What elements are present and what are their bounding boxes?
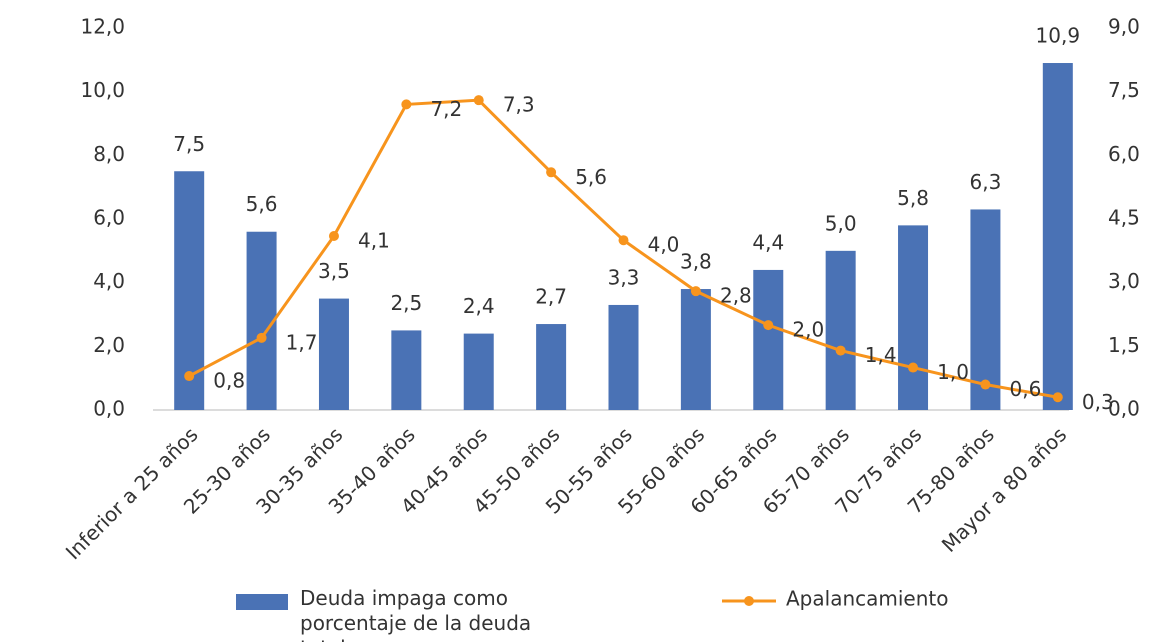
y-tick-label: 12,0 <box>80 15 125 39</box>
line-value-label: 1,4 <box>865 343 897 367</box>
y-tick-label: 0,0 <box>93 397 125 421</box>
legend-label: Apalancamiento <box>786 587 948 611</box>
line-point <box>1052 392 1063 403</box>
bar-value-label: 6,3 <box>970 170 1002 194</box>
line-value-label: 0,3 <box>1082 390 1114 414</box>
y2-tick-label: 7,5 <box>1108 78 1140 102</box>
line-value-label: 5,6 <box>575 165 607 189</box>
bar <box>1042 63 1073 411</box>
line-value-label: 1,7 <box>286 330 318 354</box>
line-point <box>328 230 339 241</box>
y2-tick-label: 0,0 <box>1108 397 1140 421</box>
y-tick-label: 10,0 <box>80 78 125 102</box>
line-value-label: 7,2 <box>430 97 462 121</box>
bar <box>753 269 784 410</box>
bar-value-label: 5,8 <box>897 186 929 210</box>
bar-value-label: 2,5 <box>390 291 422 315</box>
bar-value-label: 7,5 <box>173 132 205 156</box>
line-value-label: 0,8 <box>213 369 245 393</box>
bar <box>970 209 1001 410</box>
line-value-label: 1,0 <box>937 360 969 384</box>
bar <box>463 333 494 410</box>
bar <box>825 250 856 410</box>
line-point <box>908 362 919 373</box>
y2-tick-label: 1,5 <box>1108 333 1140 357</box>
line-point <box>980 379 991 390</box>
y-tick-label: 2,0 <box>93 333 125 357</box>
line-value-label: 7,3 <box>503 93 535 117</box>
y-tick-label: 4,0 <box>93 269 125 293</box>
bar <box>608 304 639 410</box>
legend-swatch <box>744 596 754 606</box>
bar <box>391 330 422 410</box>
y2-tick-label: 9,0 <box>1108 15 1140 39</box>
line-point <box>256 332 267 343</box>
bar <box>536 324 567 410</box>
line-value-label: 4,0 <box>648 233 680 257</box>
line-point <box>618 235 629 246</box>
line-value-label: 0,6 <box>1010 377 1042 401</box>
y2-tick-label: 4,5 <box>1108 206 1140 230</box>
line-value-label: 2,8 <box>720 284 752 308</box>
line-point <box>763 320 774 331</box>
bar-value-label: 4,4 <box>752 230 784 254</box>
x-tick-label: Mayor a 80 años <box>937 422 1071 556</box>
line-value-label: 4,1 <box>358 228 390 252</box>
bar <box>680 289 711 410</box>
bar-value-label: 2,4 <box>463 294 495 318</box>
line-point <box>690 286 701 297</box>
bar-value-label: 5,6 <box>246 192 278 216</box>
line-point <box>473 95 484 106</box>
legend-label: Deuda impaga como porcentaje de la deuda… <box>300 586 532 642</box>
line-value-label: 2,0 <box>792 318 824 342</box>
line-point <box>546 167 557 178</box>
y-tick-label: 8,0 <box>93 142 125 166</box>
y2-tick-label: 6,0 <box>1108 142 1140 166</box>
bar <box>898 225 929 410</box>
bar <box>246 231 277 410</box>
bar-value-label: 3,3 <box>608 265 640 289</box>
bar-value-label: 3,8 <box>680 250 712 274</box>
line-point <box>835 345 846 356</box>
bar-value-label: 2,7 <box>535 285 567 309</box>
bar-value-label: 3,5 <box>318 259 350 283</box>
line-point <box>184 371 195 382</box>
legend-swatch <box>236 594 288 610</box>
bar <box>318 298 349 410</box>
legend-item: Deuda impaga como porcentaje de la deuda… <box>300 586 532 642</box>
y-tick-label: 6,0 <box>93 206 125 230</box>
bar-value-label: 10,9 <box>1036 24 1081 48</box>
line-point <box>401 99 412 110</box>
x-tick-label: Inferior a 25 años <box>61 422 203 564</box>
bar-value-label: 5,0 <box>825 211 857 235</box>
y2-tick-label: 3,0 <box>1108 269 1140 293</box>
